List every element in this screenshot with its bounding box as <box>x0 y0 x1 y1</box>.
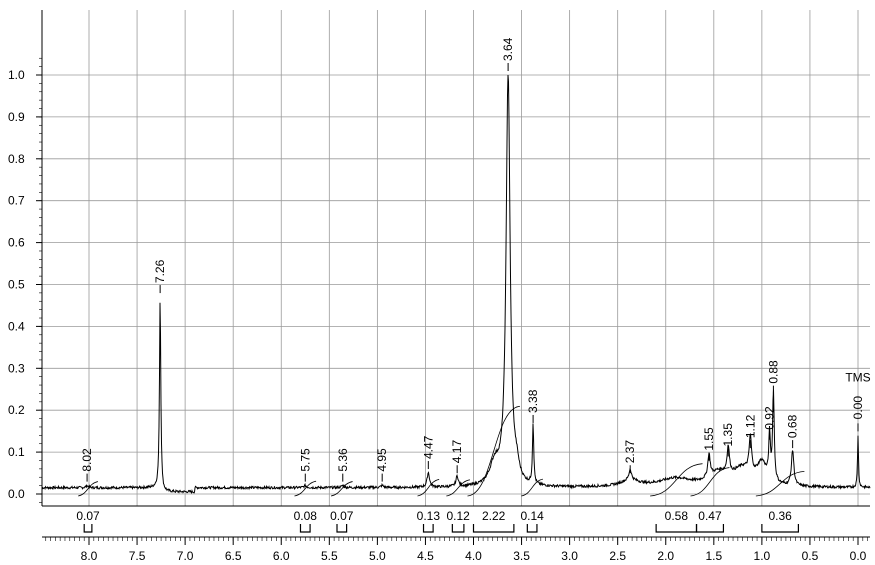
y-tick-label: 0.2 <box>8 403 25 417</box>
peak-label: 2.37 <box>623 440 637 464</box>
peak-label: 1.55 <box>702 427 716 451</box>
y-tick-label: 0.1 <box>8 445 25 459</box>
peak-label: 0.68 <box>786 414 800 438</box>
integral-bracket <box>422 524 434 533</box>
integral-curve <box>417 479 440 497</box>
integral-curve <box>78 481 98 497</box>
y-tick-label: 0.6 <box>8 236 25 250</box>
y-tick-label: 0.0 <box>8 487 25 501</box>
y-tick-label: 0.8 <box>8 152 25 166</box>
peak-label: 4.95 <box>375 448 389 472</box>
peak-label: 3.64 <box>501 37 515 61</box>
peak-label: 5.36 <box>336 448 350 472</box>
integral-curve <box>650 463 703 497</box>
y-tick-label: 0.4 <box>8 319 25 333</box>
x-tick-label: 8.0 <box>81 549 98 563</box>
integral-bracket <box>336 524 348 533</box>
peak-label-tms: TMS <box>845 370 870 384</box>
integral-bracket <box>695 524 725 533</box>
peak-label: 0.00 <box>851 396 865 420</box>
x-tick-label: 1.0 <box>754 549 771 563</box>
x-tick-label: 2.5 <box>609 549 626 563</box>
peak-label: 4.17 <box>450 440 464 464</box>
integral-value: 0.13 <box>417 509 441 523</box>
integral-bracket <box>472 524 515 533</box>
integral-value: 2.22 <box>482 509 506 523</box>
peak-label: 1.12 <box>743 414 757 438</box>
x-tick-label: 4.0 <box>465 549 482 563</box>
peak-label: 4.47 <box>421 435 435 459</box>
y-tick-label: 0.9 <box>8 110 25 124</box>
x-tick-label: 4.5 <box>417 549 434 563</box>
x-tick-label: 3.0 <box>561 549 578 563</box>
y-tick-label: 0.3 <box>8 361 25 375</box>
ticks-layer: 0.0 0.1 0.2 0.3 0.4 0.5 0.6 0.7 0.8 0.9 1.0 8.0 7.5 7… <box>8 57 868 563</box>
integral-value: 0.14 <box>520 509 544 523</box>
spectrum-trace <box>41 74 871 495</box>
integral-curve <box>755 471 805 497</box>
integral-curve <box>690 467 730 497</box>
integral-value: 0.07 <box>330 509 354 523</box>
integral-curve <box>446 479 470 497</box>
x-tick-label: 2.0 <box>657 549 674 563</box>
y-tick-label: 0.7 <box>8 194 25 208</box>
integral-value: 0.07 <box>76 509 100 523</box>
integral-value: 0.08 <box>294 509 318 523</box>
integral-bracket <box>526 524 538 533</box>
peak-label: 8.02 <box>80 448 94 472</box>
peak-label: 0.92 <box>763 406 777 430</box>
x-tick-label: 7.5 <box>129 549 146 563</box>
grid-layer <box>42 10 870 506</box>
x-tick-label: 0.0 <box>850 549 867 563</box>
integral-curve <box>467 405 520 497</box>
x-tick-label: 6.0 <box>273 549 290 563</box>
integral-curves <box>78 405 805 497</box>
peak-labels: 8.02 7.26 5.75 5.36 4.95 4.47 4.17 3.64 3.38 2.37… <box>80 37 871 482</box>
peak-label: 1.35 <box>721 423 735 447</box>
x-tick-label: 0.5 <box>802 549 819 563</box>
integral-curve <box>521 478 544 497</box>
integral-value: 0.47 <box>698 509 722 523</box>
peak-label: 0.88 <box>766 360 780 384</box>
x-tick-label: 1.5 <box>705 549 722 563</box>
x-tick-label: 6.5 <box>225 549 242 563</box>
integral-curve <box>330 481 353 497</box>
x-tick-label: 5.0 <box>369 549 386 563</box>
integral-bracket <box>299 524 311 533</box>
x-tick-label: 7.0 <box>177 549 194 563</box>
integral-bracket <box>761 524 800 533</box>
x-tick-label: 5.5 <box>321 549 338 563</box>
peak-label: 3.38 <box>526 389 540 413</box>
x-tick-label: 3.5 <box>513 549 530 563</box>
y-tick-label: 1.0 <box>8 68 25 82</box>
integral-bracket <box>83 524 93 533</box>
y-tick-label: 0.5 <box>8 278 25 292</box>
integral-value: 0.36 <box>768 509 792 523</box>
integral-brackets: 0.07 0.08 0.07 0.13 0.12 2.22 0.14 0.58 0.47 0.36 <box>76 509 800 533</box>
integral-bracket <box>655 524 698 533</box>
integral-curve <box>294 480 317 497</box>
peak-label: 5.75 <box>298 448 312 472</box>
integral-value: 0.12 <box>446 509 470 523</box>
integral-bracket <box>451 524 465 533</box>
peak-label: 7.26 <box>153 259 167 283</box>
integral-value: 0.58 <box>665 509 689 523</box>
axes-layer <box>41 10 870 538</box>
